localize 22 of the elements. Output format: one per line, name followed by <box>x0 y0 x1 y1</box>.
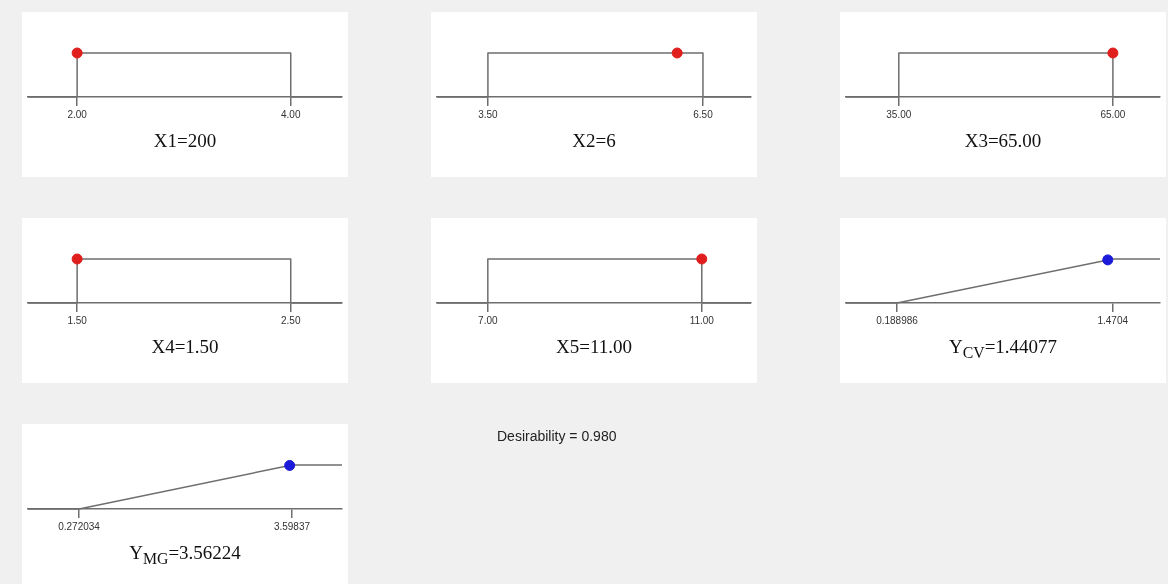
x-tick-label: 6.50 <box>693 108 714 120</box>
x-tick-label: 3.50 <box>478 108 499 120</box>
x-axis-title: X3=65.00 <box>963 130 1043 152</box>
x-tick-label: 11.00 <box>689 314 715 326</box>
x-tick-label: 35.00 <box>886 108 912 120</box>
x-tick-label: 4.00 <box>281 108 301 120</box>
x-tick-label: 2.50 <box>281 314 301 326</box>
x-tick-label: 7.00 <box>478 314 498 326</box>
text: Desirability = 0.980 <box>497 428 617 444</box>
x-tick-label: 0.272034 <box>58 520 101 532</box>
x-tick-label: 65.00 <box>1100 108 1126 120</box>
x-axis-title: X1=200 <box>152 130 218 152</box>
x-tick-label: 1.4704 <box>1097 314 1129 326</box>
x-tick-label: 3.59837 <box>273 520 311 532</box>
x-tick-label: 1.50 <box>67 314 88 326</box>
x-axis-title: X5=11.00 <box>555 336 633 358</box>
x-axis-title: X4=1.50 <box>150 336 220 358</box>
x-axis-title: Y$_{CV}$=1.44077 <box>947 336 1059 362</box>
x-tick-label: 2.00 <box>67 108 88 120</box>
x-axis-title: Y$_{MG}$=3.56224 <box>128 542 242 568</box>
x-tick-label: 0.188986 <box>876 314 919 326</box>
x-axis-title: X2=6 <box>571 130 617 152</box>
